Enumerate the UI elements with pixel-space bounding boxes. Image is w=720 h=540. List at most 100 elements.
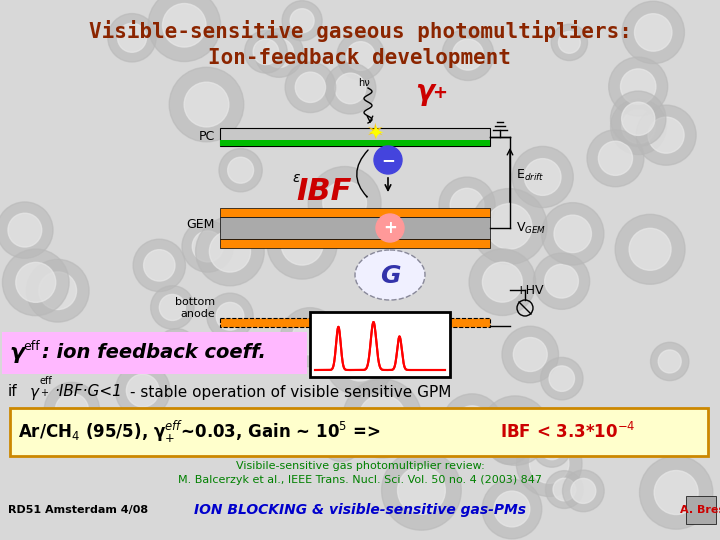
- Circle shape: [150, 286, 194, 329]
- Circle shape: [44, 382, 99, 437]
- Circle shape: [442, 29, 494, 80]
- Circle shape: [133, 239, 186, 292]
- Text: +: +: [432, 84, 447, 102]
- Circle shape: [622, 110, 655, 144]
- Circle shape: [126, 374, 159, 407]
- Circle shape: [541, 202, 604, 265]
- Circle shape: [117, 23, 147, 52]
- Bar: [220, 217, 490, 239]
- Text: −: −: [381, 151, 395, 169]
- Circle shape: [376, 214, 404, 242]
- Text: ε: ε: [292, 171, 300, 185]
- Text: γ: γ: [30, 384, 39, 400]
- Circle shape: [281, 223, 323, 265]
- Circle shape: [290, 9, 314, 33]
- Circle shape: [163, 4, 206, 47]
- Circle shape: [622, 1, 685, 64]
- Circle shape: [629, 228, 671, 271]
- Circle shape: [184, 82, 229, 127]
- Circle shape: [494, 491, 530, 527]
- Circle shape: [115, 363, 170, 418]
- Circle shape: [324, 324, 395, 395]
- Circle shape: [439, 177, 495, 233]
- Circle shape: [450, 188, 484, 222]
- Circle shape: [335, 73, 366, 104]
- Circle shape: [192, 231, 223, 262]
- Circle shape: [611, 99, 667, 154]
- Text: Visible-sensitive gaseous photomultipliers:: Visible-sensitive gaseous photomultiplie…: [89, 20, 631, 42]
- Circle shape: [471, 188, 547, 265]
- Circle shape: [534, 430, 571, 467]
- Circle shape: [325, 63, 376, 114]
- Circle shape: [549, 366, 575, 391]
- Circle shape: [207, 293, 253, 340]
- Circle shape: [343, 379, 422, 458]
- Bar: [2, 332, 307, 374]
- Circle shape: [516, 431, 582, 496]
- Circle shape: [210, 231, 251, 272]
- Circle shape: [156, 329, 197, 370]
- Circle shape: [245, 31, 287, 73]
- Circle shape: [495, 410, 536, 451]
- Circle shape: [338, 338, 382, 381]
- Circle shape: [292, 320, 328, 355]
- Circle shape: [487, 421, 531, 464]
- Text: Visibile-sensitive gas photomultiplier review:: Visibile-sensitive gas photomultiplier r…: [235, 461, 485, 471]
- FancyArrowPatch shape: [356, 150, 368, 197]
- Circle shape: [534, 253, 590, 309]
- Circle shape: [541, 437, 563, 460]
- Circle shape: [442, 394, 503, 454]
- Circle shape: [480, 396, 550, 465]
- Circle shape: [0, 202, 53, 258]
- Text: if: if: [8, 384, 17, 400]
- Circle shape: [608, 57, 667, 116]
- Circle shape: [487, 204, 532, 249]
- Circle shape: [182, 221, 233, 272]
- Circle shape: [255, 29, 303, 77]
- Circle shape: [634, 14, 672, 51]
- Circle shape: [374, 146, 402, 174]
- Circle shape: [346, 42, 375, 70]
- Circle shape: [636, 105, 696, 165]
- Circle shape: [320, 420, 362, 462]
- Circle shape: [281, 308, 340, 367]
- Circle shape: [544, 264, 578, 298]
- Text: : ion feedback coeff.: : ion feedback coeff.: [42, 343, 266, 362]
- Ellipse shape: [355, 250, 425, 300]
- Circle shape: [615, 214, 685, 284]
- Text: +: +: [383, 219, 397, 237]
- Circle shape: [143, 249, 175, 281]
- Text: eff: eff: [23, 341, 40, 354]
- Circle shape: [219, 148, 262, 192]
- Text: hν: hν: [358, 78, 370, 88]
- Text: Ion-feedback development: Ion-feedback development: [209, 48, 511, 68]
- Text: ·IBF·G<1: ·IBF·G<1: [54, 384, 122, 400]
- Circle shape: [108, 14, 156, 62]
- Circle shape: [8, 213, 42, 247]
- Circle shape: [267, 209, 337, 279]
- Circle shape: [359, 395, 406, 442]
- Bar: [220, 140, 490, 146]
- Circle shape: [598, 141, 633, 176]
- Text: GEM: GEM: [186, 219, 215, 232]
- Circle shape: [621, 102, 655, 136]
- Circle shape: [328, 428, 354, 453]
- Circle shape: [169, 68, 244, 142]
- Text: eff
+: eff +: [40, 376, 53, 398]
- Circle shape: [397, 467, 446, 514]
- Text: +HV: +HV: [516, 284, 544, 296]
- Text: IBF: IBF: [296, 178, 351, 206]
- Circle shape: [196, 217, 264, 286]
- Circle shape: [55, 393, 89, 427]
- Circle shape: [27, 259, 89, 322]
- Circle shape: [337, 32, 384, 80]
- Circle shape: [562, 470, 604, 512]
- Text: PC: PC: [199, 131, 215, 144]
- Circle shape: [524, 159, 561, 195]
- Bar: [220, 208, 490, 217]
- Circle shape: [264, 38, 294, 68]
- Circle shape: [553, 478, 576, 501]
- Circle shape: [639, 456, 713, 529]
- Circle shape: [512, 146, 573, 207]
- Bar: [310, 312, 450, 377]
